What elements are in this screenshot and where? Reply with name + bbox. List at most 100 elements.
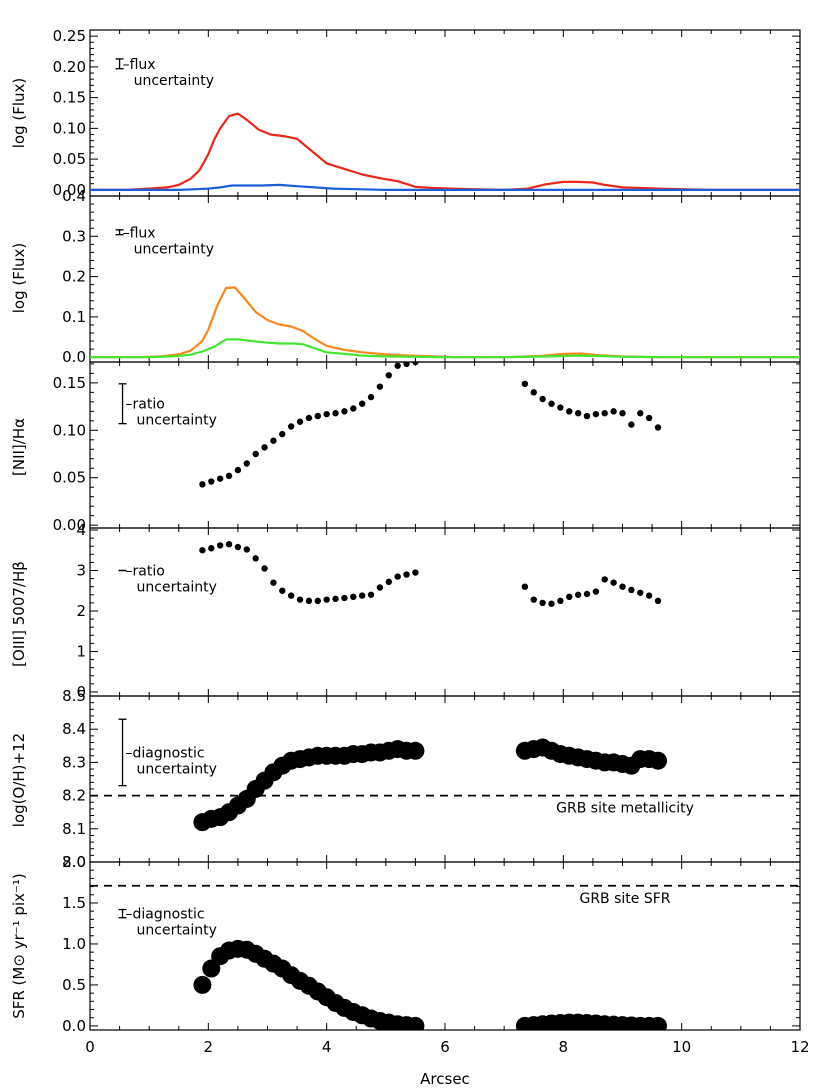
data-point (323, 410, 330, 418)
data-point (350, 593, 357, 601)
data-point (243, 460, 250, 467)
y-tick-label: 2.0 (62, 853, 86, 871)
x-axis-title: Arcsec (420, 1070, 470, 1088)
reference-label: GRB site SFR (579, 891, 670, 907)
panel-sfr: SFR (M⊙ yr⁻¹ pix⁻¹) Arcsec 0 2 4 6 8 10 12 0.0 0… (10, 853, 810, 1088)
data-point (521, 583, 529, 590)
data-point (296, 418, 304, 425)
data-point (548, 600, 555, 607)
data-point (403, 571, 410, 578)
data-point (367, 591, 375, 598)
data-point (234, 466, 242, 474)
data-point (566, 593, 573, 601)
data-point (583, 412, 591, 420)
data-point (385, 372, 392, 379)
y-tick-label: 8.3 (62, 753, 86, 771)
y-tick-label: 0.2 (62, 268, 86, 286)
data-point (649, 1016, 667, 1030)
data-point (583, 590, 591, 598)
y-tick-label: 0.5 (62, 976, 86, 994)
y-tick-label: 8.5 (62, 687, 86, 705)
y-axis-title: log(O/H)+12 (10, 733, 28, 827)
plot-area (90, 112, 800, 191)
uncertainty-label: uncertainty (134, 241, 214, 257)
uncertainty-label: uncertainty (137, 761, 217, 777)
data-point (557, 597, 564, 605)
uncertainty-label: –diagnostic (126, 745, 205, 761)
data-point (406, 1016, 425, 1030)
series-line-1 (90, 338, 800, 359)
data-point (270, 579, 277, 586)
data-point (645, 592, 653, 599)
series-line-0 (90, 286, 800, 359)
y-tick-label: 0.0 (62, 1017, 86, 1035)
data-point (367, 393, 375, 401)
data-point (193, 975, 212, 994)
data-point (637, 410, 644, 417)
data-point (592, 410, 600, 418)
data-point (403, 362, 410, 368)
y-axis-title: SFR (M⊙ yr⁻¹ pix⁻¹) (10, 873, 28, 1019)
uncertainty-label: –ratio (126, 397, 165, 413)
y-tick-label: 0.15 (53, 89, 86, 107)
data-point (557, 404, 564, 411)
x-tick-label: 4 (322, 1038, 332, 1056)
plot-frame (89, 861, 801, 1031)
data-point (574, 591, 582, 598)
data-point (394, 573, 401, 580)
y-tick-label: 0.00 (53, 516, 86, 534)
data-point (645, 414, 653, 422)
x-tick-label: 2 (204, 1038, 214, 1056)
x-tick-label: 8 (559, 1038, 569, 1056)
x-tick-label: 6 (440, 1038, 450, 1056)
y-tick-label: 0.05 (53, 150, 86, 168)
series-line-0 (90, 112, 800, 191)
data-point (521, 380, 529, 388)
data-point (358, 400, 366, 407)
y-tick-label: 4 (76, 521, 86, 539)
data-point (566, 408, 573, 415)
y-tick-label: 8.4 (62, 720, 86, 738)
data-point (619, 583, 626, 590)
data-point (530, 389, 537, 396)
data-point (394, 362, 401, 369)
plot-frame (89, 195, 801, 363)
y-tick-label: 2 (76, 602, 86, 620)
panel-flux-orange-green: log (Flux) 0.0 0.1 0.2 0.3 0.4 –fluxuncertain… (10, 187, 801, 366)
plot-frame (89, 29, 801, 197)
plot-area (90, 286, 800, 359)
data-point (216, 542, 224, 549)
y-tick-label: 0.3 (62, 227, 86, 245)
data-point (539, 395, 546, 403)
y-tick-label: 0.15 (53, 374, 86, 392)
y-axis-title: log (Flux) (10, 243, 28, 314)
data-point (341, 408, 348, 415)
data-point (654, 597, 662, 605)
data-point (252, 450, 259, 458)
data-point (225, 472, 233, 480)
data-point (270, 437, 277, 444)
data-point (305, 597, 313, 605)
y-tick-label: 1 (76, 642, 86, 660)
data-point (412, 362, 419, 366)
y-tick-label: 0.25 (53, 27, 86, 45)
data-point (412, 569, 419, 576)
plot-area (199, 540, 662, 607)
data-point (234, 543, 242, 551)
panel-metallicity: log(O/H)+12 8.0 8.1 8.2 8.3 8.4 8.5 GRB site m… (10, 687, 801, 871)
y-tick-label: 8.1 (62, 820, 86, 838)
data-point (610, 579, 617, 586)
y-tick-label: 3 (76, 562, 86, 580)
data-point (279, 587, 286, 594)
data-point (225, 540, 233, 548)
data-point (314, 597, 321, 605)
reference-label: GRB site metallicity (556, 801, 694, 817)
uncertainty-label: –flux (123, 57, 156, 73)
data-point (332, 410, 339, 417)
data-point (530, 596, 537, 603)
y-tick-label: 1.0 (62, 935, 86, 953)
x-tick-label: 10 (672, 1038, 691, 1056)
data-point (305, 414, 313, 422)
data-point (332, 595, 339, 603)
